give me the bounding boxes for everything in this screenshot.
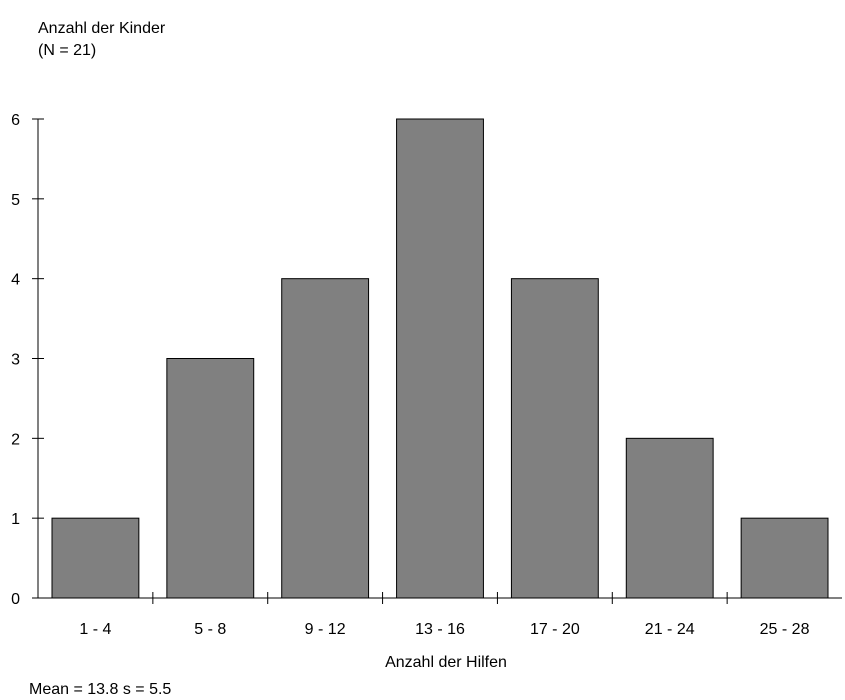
bar-6 [625,437,714,599]
bar-7 [740,517,829,599]
bar-4 [396,118,484,599]
bar-5 [510,278,599,599]
x-tick-label-4: 13 - 16 [415,621,465,638]
x-tick-label-3: 9 - 12 [305,621,346,638]
x-axis-title: Anzahl der Hilfen [385,654,507,671]
summary-statistics: Mean = 13.8 s = 5.5 [29,681,172,698]
y-tick-label-1: 1 [11,511,20,528]
axes-group: 0 1 2 3 4 5 6 1 - 4 5 - 8 9 - 12 13 - 16 17 - 20 21 … [11,112,842,638]
y-tick-label-4: 4 [11,272,20,289]
x-tick-label-6: 21 - 24 [645,621,695,638]
y-tick-label-6: 6 [11,112,20,129]
x-tick-label-2: 5 - 8 [194,621,226,638]
x-tick-label-1: 1 - 4 [79,621,111,638]
y-tick-label-2: 2 [11,431,20,448]
y-axis-title-line-1: Anzahl der Kinder [38,20,166,37]
y-axis-title-line-2: (N = 21) [38,42,97,59]
bars-group [51,118,829,599]
bar-2 [166,358,255,599]
x-tick-label-7: 25 - 28 [760,621,810,638]
bar-1 [51,517,140,599]
y-tick-label-3: 3 [11,352,20,369]
x-tick-label-5: 17 - 20 [530,621,580,638]
y-axis-title: Anzahl der Kinder (N = 21) [38,18,165,62]
y-tick-label-0: 0 [11,591,20,608]
y-tick-label-5: 5 [11,192,20,209]
bar-3 [281,278,370,599]
